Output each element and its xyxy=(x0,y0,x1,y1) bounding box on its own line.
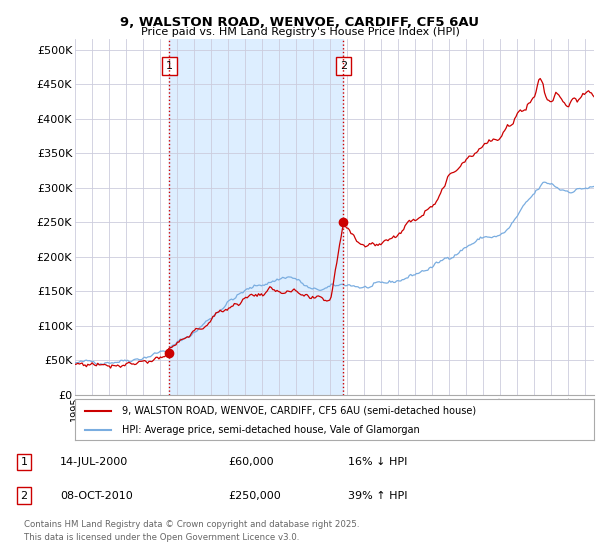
Text: 16% ↓ HPI: 16% ↓ HPI xyxy=(348,457,407,467)
Text: 2: 2 xyxy=(20,491,28,501)
Text: This data is licensed under the Open Government Licence v3.0.: This data is licensed under the Open Gov… xyxy=(24,533,299,542)
Text: 14-JUL-2000: 14-JUL-2000 xyxy=(60,457,128,467)
Text: £60,000: £60,000 xyxy=(228,457,274,467)
Text: 08-OCT-2010: 08-OCT-2010 xyxy=(60,491,133,501)
Text: Contains HM Land Registry data © Crown copyright and database right 2025.: Contains HM Land Registry data © Crown c… xyxy=(24,520,359,529)
Text: 9, WALSTON ROAD, WENVOE, CARDIFF, CF5 6AU: 9, WALSTON ROAD, WENVOE, CARDIFF, CF5 6A… xyxy=(121,16,479,29)
Text: 9, WALSTON ROAD, WENVOE, CARDIFF, CF5 6AU (semi-detached house): 9, WALSTON ROAD, WENVOE, CARDIFF, CF5 6A… xyxy=(122,405,476,416)
Text: 39% ↑ HPI: 39% ↑ HPI xyxy=(348,491,407,501)
Text: 2: 2 xyxy=(340,61,347,71)
Bar xyxy=(169,39,343,395)
Text: Price paid vs. HM Land Registry's House Price Index (HPI): Price paid vs. HM Land Registry's House … xyxy=(140,27,460,37)
Text: HPI: Average price, semi-detached house, Vale of Glamorgan: HPI: Average price, semi-detached house,… xyxy=(122,424,419,435)
Text: £250,000: £250,000 xyxy=(228,491,281,501)
Text: 1: 1 xyxy=(20,457,28,467)
Text: 1: 1 xyxy=(166,61,173,71)
